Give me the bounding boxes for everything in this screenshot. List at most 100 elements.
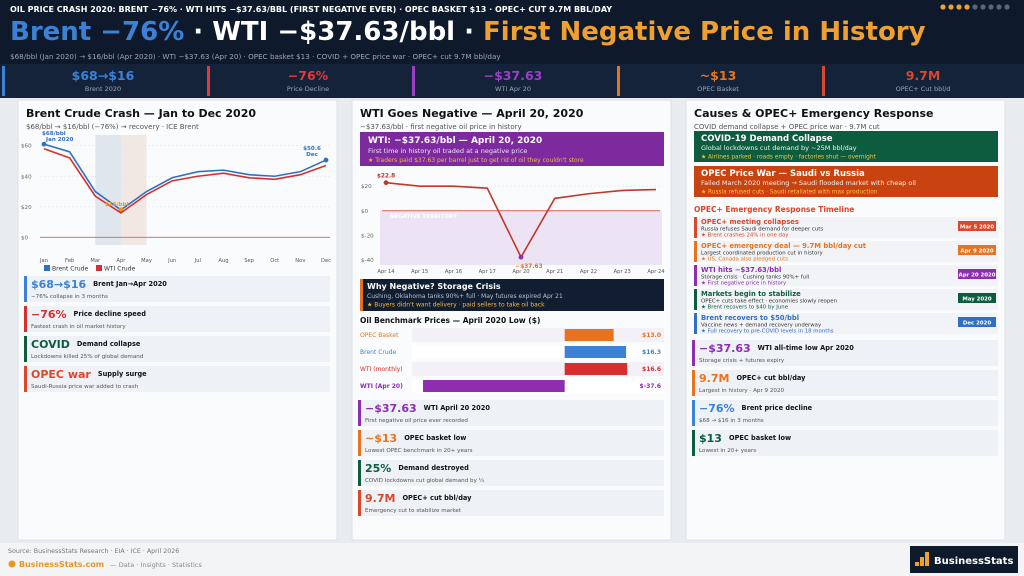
stat-title: Brent Jan→Apr 2020 [93, 280, 167, 288]
stat-accent [24, 306, 27, 332]
stat-title: OPEC basket low [404, 434, 466, 442]
timeline-item-line: Storage crisis · Cushing tanks 90%+ full [701, 275, 809, 281]
legend-label: WTI Crude [104, 266, 136, 273]
value-label: $13.0 [642, 332, 661, 339]
timeline-item-note: ★ Brent crashes 24% in one day [701, 233, 789, 239]
timeline-accent [694, 241, 697, 262]
date-pill [958, 317, 996, 327]
kpi-label: WTI Apr 20 [495, 85, 531, 93]
cause-box [694, 166, 998, 197]
series-line [43, 147, 327, 214]
y-tick-label: $60 [21, 144, 32, 150]
subtitle: $68/bbl (Jan 2020) → $16/bbl (Apr 2020) … [10, 52, 501, 61]
shade-lockdown [95, 135, 121, 245]
stat-value: 9.7M [365, 492, 395, 505]
stat-title: OPEC+ cut bbl/day [402, 494, 472, 502]
stat-value: COVID [31, 338, 70, 351]
bar [564, 363, 628, 375]
stat-accent [692, 430, 695, 456]
stat-title: Demand collapse [77, 340, 141, 348]
kicker: OIL PRICE CRASH 2020: BRENT −76% · WTI H… [10, 5, 612, 14]
stat-title: WTI all-time low Apr 2020 [758, 344, 855, 352]
bar-label: Brent Crude [360, 349, 396, 356]
stat-value: OPEC war [31, 368, 91, 381]
callout-title: WTI: −$37.63/bbl — April 20, 2020 [368, 136, 542, 146]
stat-value: $68→$16 [31, 278, 86, 291]
stat-title: OPEC basket low [729, 434, 791, 442]
logo-bar [915, 562, 919, 566]
bar-track [412, 345, 664, 359]
date-pill [958, 221, 996, 231]
x-tick-label: Apr 20 [512, 269, 529, 275]
timeline-item-line: OPEC+ cuts take effect · economies slowl… [701, 299, 837, 305]
footer-dot [8, 560, 16, 568]
stat-card [24, 306, 330, 332]
kpi-value: $68→$16 [72, 68, 135, 83]
x-tick-label: Jul [194, 258, 201, 264]
panel-subtitle: −$37.63/bbl · first negative oil price i… [360, 123, 522, 131]
stat-accent [24, 366, 27, 392]
stat-accent [24, 336, 27, 362]
decor-dot [948, 4, 954, 10]
cause-title: OPEC Price War — Saudi vs Russia [701, 169, 865, 179]
timeline-item [694, 241, 998, 262]
decor-dot [956, 4, 962, 10]
title-brent: Brent −76% [10, 17, 184, 47]
kpi-label: Brent 2020 [85, 85, 121, 93]
kpi-accent [617, 66, 620, 96]
stat-title: OPEC+ cut bbl/day [736, 374, 806, 382]
timeline-item-note: ★ First negative price in history [701, 281, 787, 287]
timeline-accent [694, 217, 697, 238]
title-tag: First Negative Price in History [483, 17, 926, 47]
stat-value: −$37.63 [365, 402, 417, 415]
footer-source: Source: BusinessStats Research · EIA · I… [8, 548, 179, 555]
annotation: $50.6 [303, 146, 321, 152]
stat-title: WTI April 20 2020 [424, 404, 491, 412]
kpi-accent [2, 66, 5, 96]
callout-note: ★ Traders paid $37.63 per barrel just to… [368, 157, 584, 164]
stat-accent [358, 460, 361, 486]
cause-note: ★ Airlines parked · roads empty · factor… [701, 154, 876, 161]
stat-note: Largest in history · Apr 9 2020 [699, 388, 785, 394]
timeline-item-note: ★ US, Canada also pledged cuts [701, 257, 788, 263]
stat-value: −76% [699, 402, 735, 415]
stat-card [692, 340, 998, 366]
y-tick-label: $0 [361, 209, 369, 215]
stat-accent [358, 490, 361, 516]
timeline-item-title: Markets begin to stabilize [701, 290, 801, 298]
series-line [43, 143, 327, 211]
data-label: −$37.63 [515, 264, 542, 270]
bar-track [412, 328, 664, 342]
x-tick-label: May [141, 258, 152, 264]
stat-value: 25% [365, 462, 391, 475]
stat-title: Brent price decline [742, 404, 813, 412]
stat-note: Lockdowns killed 25% of global demand [31, 354, 144, 360]
value-label: $-37.6 [640, 383, 661, 390]
kpi-strip [0, 64, 1024, 98]
legend-swatch [44, 265, 50, 271]
stat-note: First negative oil price ever recorded [365, 418, 468, 424]
legend-swatch [96, 265, 102, 271]
x-tick-label: Jan [39, 258, 48, 264]
stat-accent [692, 340, 695, 366]
x-tick-label: Apr 14 [377, 269, 395, 275]
x-tick-label: Apr [116, 258, 126, 264]
kpi-accent [207, 66, 210, 96]
stat-card [358, 490, 664, 516]
point [518, 254, 524, 260]
callout-line: First time in history oil traded at a ne… [368, 147, 527, 155]
y-tick-label: $-20 [361, 233, 374, 239]
timeline-accent [694, 265, 697, 286]
timeline-title: OPEC+ Emergency Response Timeline [694, 205, 854, 214]
decor-dot [1004, 4, 1010, 10]
annotation: Jan 2020 [45, 137, 73, 143]
y-tick-label: $0 [21, 235, 29, 241]
callout [360, 132, 664, 166]
stat-note: COVID lockdowns cut global demand by ¼ [365, 478, 485, 484]
data-label: $22.8 [377, 174, 395, 180]
stat-value: ~$13 [365, 432, 397, 445]
y-tick-label: $20 [361, 184, 372, 190]
x-tick-label: Jun [167, 258, 176, 264]
date-label: Mar 5 2020 [960, 224, 994, 230]
y-tick-label: $20 [21, 205, 32, 211]
